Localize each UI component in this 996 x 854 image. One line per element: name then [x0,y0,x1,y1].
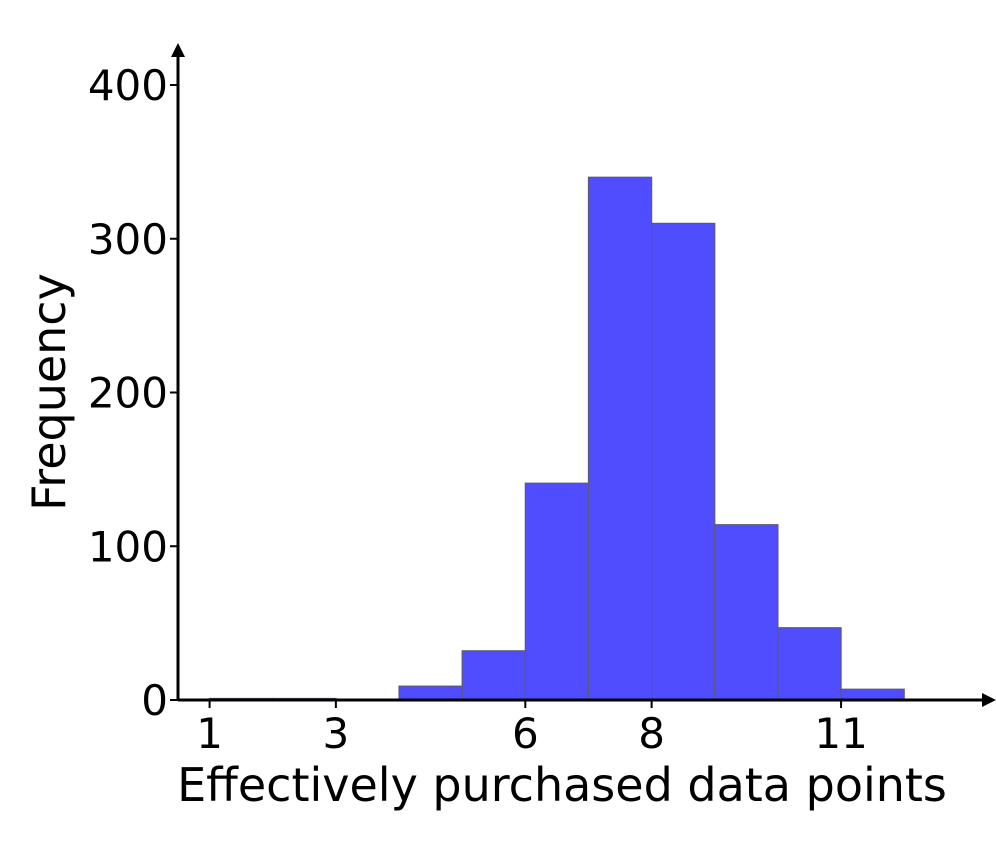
x-ticks: 1 3 6 8 11 [196,700,868,758]
x-tick-label: 3 [323,709,350,758]
histogram-bar [840,688,905,701]
histogram-bar [777,627,842,701]
y-axis-label: Frequency [22,273,76,511]
histogram-bar [398,685,463,701]
y-ticks: 0 100 200 300 400 [88,61,178,725]
histogram-bar [651,222,716,701]
x-tick-label: 1 [196,709,223,758]
y-axis-arrow-icon [171,43,185,57]
histogram-bars [208,176,905,701]
x-axis-arrow-icon [982,693,996,707]
histogram-bar [461,650,526,701]
histogram-bar [524,482,590,701]
y-tick-label: 0 [141,676,168,725]
x-axis-label: Effectively purchased data points [177,758,947,812]
y-tick-label: 400 [88,61,168,110]
y-tick-label: 300 [88,215,168,264]
histogram-bar [587,176,653,701]
histogram-bar [714,524,779,701]
y-tick-label: 100 [88,522,168,571]
x-tick-label: 11 [814,709,867,758]
x-tick-label: 6 [512,709,539,758]
y-tick-label: 200 [88,369,168,418]
x-tick-label: 8 [638,709,665,758]
axes [171,43,996,707]
